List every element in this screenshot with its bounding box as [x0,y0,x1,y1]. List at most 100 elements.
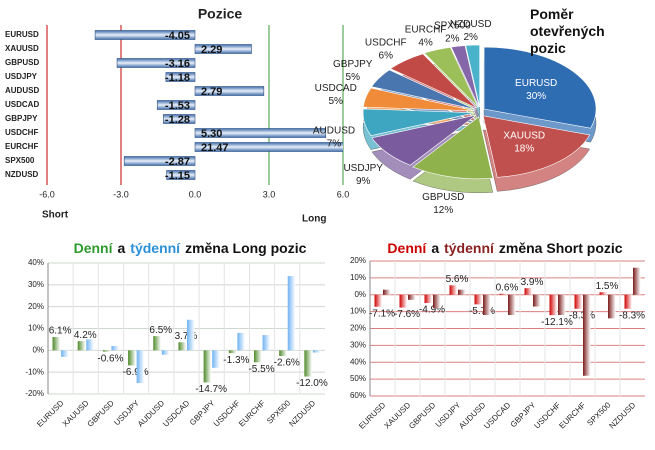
value-label: -5.7% [469,306,495,317]
slice-value: 6% [379,51,394,62]
category-label: USDCAD [5,100,39,109]
value-label: -6.9% [123,367,149,378]
value-label: -12.1% [541,317,573,328]
y-tick-label: 0% [354,290,366,299]
bar [558,294,566,315]
x-tick-label: 3.0 [263,189,276,199]
bar [599,292,607,295]
y-tick-label: 40% [350,357,366,366]
value-label: 0.6% [496,282,519,293]
y-tick-label: 20% [350,324,366,333]
value-label: -14.7% [195,384,227,395]
bar [524,288,532,295]
bar [166,170,196,180]
slice-value: 2% [463,32,478,43]
category-label: AUDUSD [5,86,39,95]
x-tick-label: EURUSD [357,400,387,430]
bar [165,72,196,82]
chart-title: Poměr otevřených pozic [530,6,605,56]
x-tick-label: NZDUSD [607,400,637,430]
slice-value: 12% [433,205,453,216]
value-label: -3.16 [165,58,190,70]
value-label: 2.29 [201,44,222,56]
pie-slice [423,46,479,108]
bar [187,319,195,351]
y-tick-label: 60% [350,391,366,400]
bar [399,294,407,308]
y-tick-label: 20% [28,302,44,311]
category-label: EURUSD [5,30,39,39]
pie-slice [450,45,480,108]
bar [483,294,491,315]
x-tick-label: USDCAD [482,400,512,430]
category-label: SPX500 [5,156,35,165]
category-label: GBPJPY [5,114,38,123]
bar [633,267,641,295]
category-label: USDCHF [5,128,38,137]
slice-value: 30% [526,91,546,102]
bar [77,341,86,351]
bar [153,336,161,351]
bar [304,350,312,377]
pie-slice [371,69,476,110]
value-label: -1.53 [165,100,190,112]
bar [253,350,262,363]
title-part: týdenní [444,240,495,256]
y-tick-label: 10% [350,307,366,316]
bar [136,350,145,384]
bar [178,342,186,351]
category-label: NZDUSD [5,170,39,179]
axis-label: Short [42,210,69,221]
title-part: změna Long pozic [185,240,307,256]
title-part: a [431,240,439,256]
pie-slice [482,115,591,178]
bar [237,332,245,351]
value-label: 5.30 [201,128,222,140]
slice-label: NZDUSD [450,19,492,30]
y-tick-label: -10% [25,367,44,376]
bar [262,335,271,351]
slice-value: 5% [346,72,361,83]
bar [374,294,382,307]
axis-label: Long [302,214,326,225]
slice-label: SPX500 [434,20,471,31]
slice-value: 2% [445,33,460,44]
y-tick-label: 0% [32,345,44,354]
title-part: a [117,240,125,256]
chart-title: Denní a týdenní změna Long pozic [74,240,307,256]
slice-label: USDCHF [365,38,407,49]
value-label: -7.6% [394,309,420,320]
x-tick-label: USDCAD [161,398,191,428]
bar [212,350,220,368]
value-label: -2.87 [165,156,190,168]
value-label: 4.2% [74,330,97,341]
bar [111,345,120,351]
bar [508,294,516,315]
bar [583,294,591,376]
pie-slice [483,46,597,129]
y-tick-label: 20% [350,256,366,265]
bar [287,276,296,351]
value-label: -7.1% [369,308,395,319]
value-label: 6.1% [49,326,72,337]
bar [86,339,94,351]
x-tick-label: EURCHF [237,398,267,428]
slice-label: EURCHF [405,25,447,36]
x-tick-label: 6.0 [337,189,350,199]
value-label: -2.6% [274,358,300,369]
bar [123,156,196,166]
title-part: týdenní [130,240,181,256]
pie-slice [362,108,476,136]
bar [408,294,416,300]
slice-label: GBPJPY [333,59,373,70]
slice-value: 5% [328,96,343,107]
bar [156,100,196,110]
bar [102,350,111,352]
y-tick-label: 30% [350,340,366,349]
chart-title: Pozice [198,6,243,22]
value-label: -5.5% [248,364,274,375]
value-label: -8.3% [569,310,595,321]
y-tick-label: 10% [350,273,366,282]
